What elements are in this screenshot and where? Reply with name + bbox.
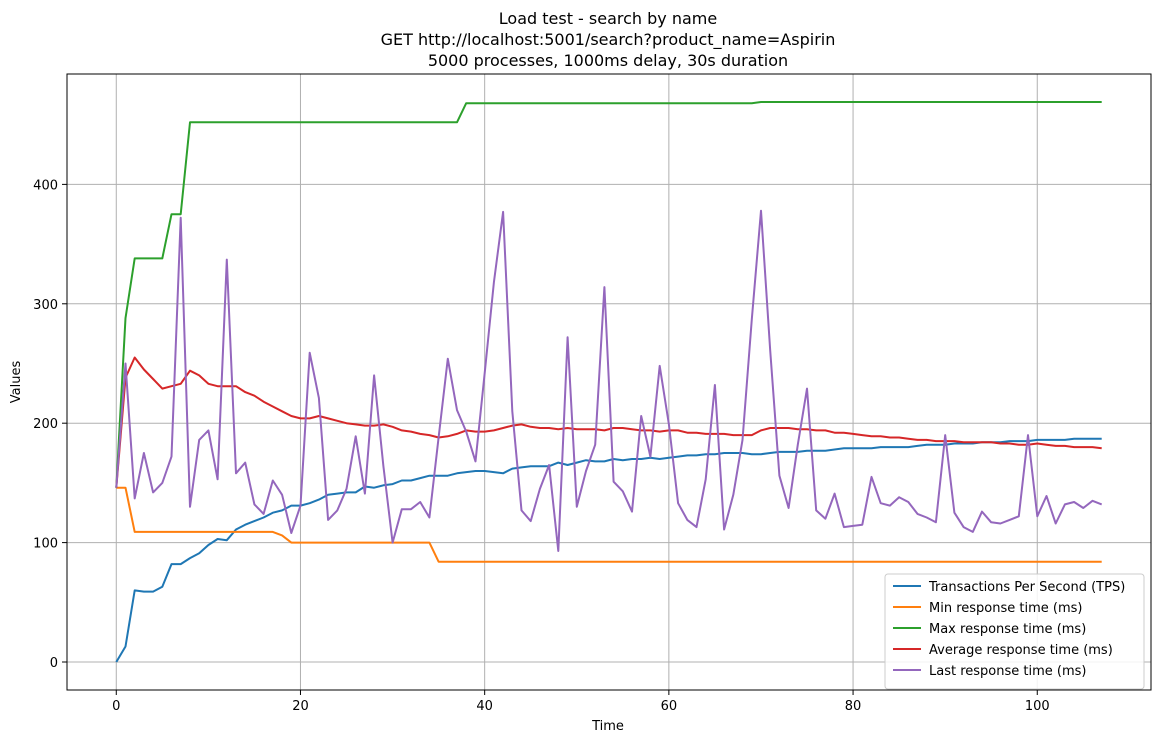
x-tick-label: 100 [1025,699,1050,714]
x-tick-label: 60 [661,699,678,714]
y-tick-label: 200 [33,417,58,432]
legend: Transactions Per Second (TPS) Min respons… [884,573,1145,690]
y-tick-label: 100 [33,537,58,552]
legend-entry-label: Last response time (ms) [929,664,1086,679]
y-tick-label: 400 [33,178,58,193]
y-tick-label: 0 [50,656,58,671]
series-line-1 [116,486,1102,563]
plot-area [66,73,1152,691]
series-line-2 [115,101,1102,488]
y-tick-label: 300 [33,298,58,313]
series-lines [115,101,1103,663]
x-tick-label: 0 [112,699,120,714]
series-line-4 [115,209,1103,552]
chart-title-line-3: 5000 processes, 1000ms delay, 30s durati… [428,51,788,70]
chart-title: Load test - search by name GET http://lo… [381,9,836,70]
x-axis-label: Time [591,719,624,734]
grid [67,74,1151,690]
y-axis-label: Values [9,361,24,404]
legend-entry-label: Min response time (ms) [929,601,1082,616]
legend-entry-label: Transactions Per Second (TPS) [928,580,1125,595]
chart-title-line-1: Load test - search by name [499,9,717,28]
series-line-0 [115,437,1102,663]
legend-entry-label: Max response time (ms) [929,622,1086,637]
x-tick-label: 20 [292,699,309,714]
chart-title-line-2: GET http://localhost:5001/search?product… [381,30,836,50]
axis-ticks: 0 20 40 60 80 100 0 100 200 300 400 [33,178,1050,714]
series-line-3 [115,356,1102,488]
x-tick-label: 40 [476,699,493,714]
legend-frame [884,573,1145,690]
legend-entry-label: Average response time (ms) [929,643,1113,658]
x-tick-label: 80 [845,699,862,714]
